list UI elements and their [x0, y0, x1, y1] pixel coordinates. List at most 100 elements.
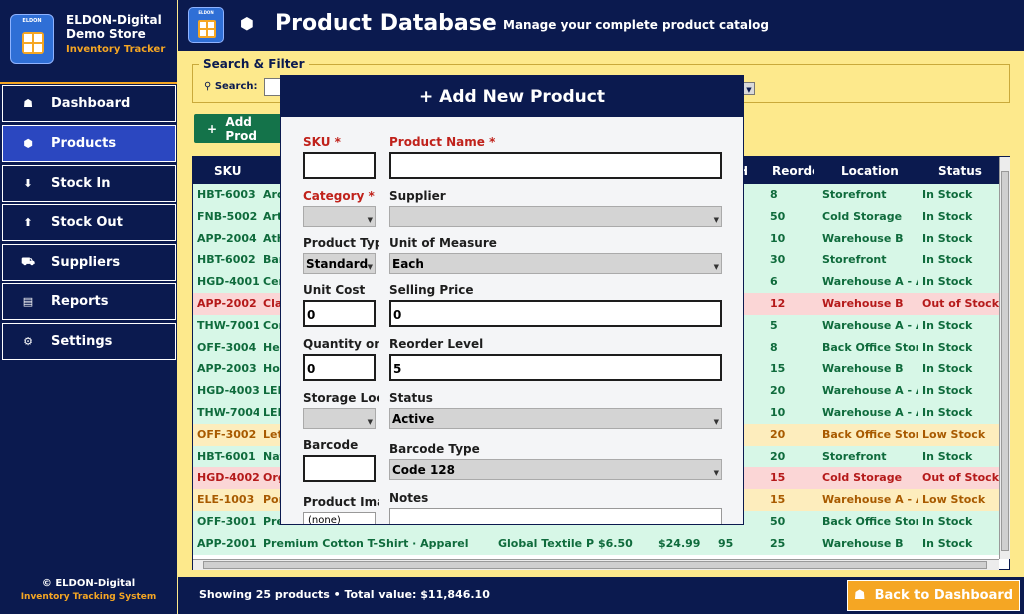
- sidebar-footer: © ELDON-Digital Inventory Tracking Syste…: [0, 578, 177, 602]
- supplier-select[interactable]: ▼: [389, 206, 722, 227]
- sku-input[interactable]: [303, 152, 376, 179]
- sku-label: SKU *: [303, 135, 341, 149]
- cell-name: Bar: [263, 253, 285, 267]
- cell-status: In Stock: [922, 536, 973, 550]
- cell-status: In Stock: [922, 275, 973, 289]
- cell-sku: APP-2001: [197, 536, 257, 550]
- cell-status: Low Stock: [922, 493, 986, 507]
- cell-reorder: 6: [770, 275, 778, 289]
- category-select[interactable]: ▼: [303, 206, 376, 227]
- add-product-button[interactable]: + Add Prod: [194, 114, 284, 143]
- sidebar-item-label: Stock Out: [51, 215, 123, 230]
- search-label: ⚲ Search:: [204, 81, 258, 92]
- product-name-input[interactable]: [389, 152, 722, 179]
- search-icon: ⚲: [204, 81, 212, 92]
- sidebar-item-suppliers[interactable]: ⛟ Suppliers: [2, 244, 176, 281]
- horizontal-scroll-thumb[interactable]: [203, 561, 987, 569]
- notes-textarea[interactable]: [389, 508, 722, 524]
- vertical-scrollbar[interactable]: [999, 157, 1010, 559]
- cell-location: Warehouse A - A: [822, 384, 918, 398]
- page-header: ELDON ⬢ Product Database Manage your com…: [178, 0, 1024, 51]
- cell-sku: HGD-4002: [197, 471, 259, 485]
- plus-icon: +: [207, 121, 226, 136]
- stock-out-icon: ⬆: [23, 216, 33, 229]
- status-value: Active: [392, 412, 435, 426]
- cell-reorder: 20: [770, 384, 786, 398]
- cell-h: 95: [718, 536, 734, 550]
- add-product-label: Add Prod: [225, 114, 257, 143]
- cell-sku: HBT-6003: [197, 188, 256, 201]
- product-image-field[interactable]: (none): [303, 512, 376, 524]
- home-icon: ☗: [23, 97, 33, 110]
- cell-reorder: 50: [770, 209, 786, 223]
- back-to-dashboard-button[interactable]: ☗ Back to Dashboard: [847, 580, 1020, 611]
- cell-name: Aro: [263, 188, 285, 201]
- barcode-type-label: Barcode Type: [389, 442, 480, 456]
- unit-cost-label: Unit Cost: [303, 283, 366, 297]
- cell-name: Let: [263, 427, 283, 441]
- column-reorder[interactable]: Reorde: [772, 164, 814, 178]
- column-sku[interactable]: SKU: [214, 164, 242, 178]
- cell-reorder: 12: [770, 297, 786, 310]
- cell-sku: APP-2002: [197, 297, 257, 310]
- column-location[interactable]: Location: [841, 164, 899, 178]
- unit-of-measure-select[interactable]: Each ▼: [389, 253, 722, 274]
- cell-sku: APP-2004: [197, 231, 257, 245]
- storage-location-select[interactable]: ▼: [303, 408, 376, 429]
- barcode-input[interactable]: [303, 455, 376, 482]
- unit-cost-input[interactable]: 0: [303, 300, 376, 327]
- box-icon: ⬢: [240, 14, 254, 33]
- column-status[interactable]: Status: [938, 164, 982, 178]
- cell-reorder: 5: [770, 318, 778, 332]
- unit-of-measure-value: Each: [392, 257, 424, 271]
- search-legend: Search & Filter: [199, 57, 309, 71]
- cell-status: In Stock: [922, 384, 973, 398]
- add-product-dialog: + Add New Product SKU * Product Name * C…: [280, 75, 744, 525]
- cell-status: In Stock: [922, 209, 973, 223]
- cell-location: Warehouse B: [822, 297, 904, 310]
- quantity-input[interactable]: 0: [303, 354, 376, 381]
- cell-reorder: 30: [770, 253, 786, 267]
- brand-block: ELDON ELDON-Digital Demo Store Inventory…: [0, 0, 177, 84]
- cell-reorder: 25: [770, 536, 786, 550]
- header-logo-tag: ELDON: [198, 10, 214, 15]
- sidebar-item-products[interactable]: ⬢ Products: [2, 125, 176, 162]
- sidebar-item-stock-in[interactable]: ⬇ Stock In: [2, 165, 176, 202]
- cell-reorder: 15: [770, 471, 786, 485]
- sidebar-item-stock-out[interactable]: ⬆ Stock Out: [2, 204, 176, 241]
- cell-location: Cold Storage: [822, 471, 903, 485]
- sidebar: ELDON ELDON-Digital Demo Store Inventory…: [0, 0, 177, 614]
- cell-name: Premium Cotton T-Shirt · Apparel: [263, 536, 469, 550]
- horizontal-scrollbar[interactable]: [193, 559, 999, 570]
- selling-price-input[interactable]: 0: [389, 300, 722, 327]
- status-select[interactable]: Active ▼: [389, 408, 722, 429]
- cell-status: In Stock: [922, 231, 973, 245]
- cell-reorder: 8: [770, 340, 778, 354]
- cell-sku: HGD-4001: [197, 275, 259, 289]
- vertical-scroll-thumb[interactable]: [1001, 171, 1009, 551]
- chevron-down-icon: ▼: [367, 216, 373, 224]
- cell-status: In Stock: [922, 515, 973, 528]
- sidebar-item-dashboard[interactable]: ☗ Dashboard: [2, 85, 176, 122]
- unit-of-measure-label: Unit of Measure: [389, 236, 497, 250]
- cell-location: Storefront: [822, 188, 887, 201]
- cell-reorder: 15: [770, 362, 786, 376]
- cell-location: Back Office Stor: [822, 515, 918, 528]
- filter-dropdown[interactable]: ▼: [743, 82, 755, 95]
- cell-sku: APP-2003: [197, 362, 257, 376]
- table-row[interactable]: APP-2001 Premium Cotton T-Shirt · Apparel…: [193, 532, 999, 555]
- cell-name: Ath: [263, 231, 285, 245]
- sidebar-item-settings[interactable]: ⚙ Settings: [2, 323, 176, 360]
- product-image-label: Product Imag: [303, 495, 379, 509]
- barcode-type-value: Code 128: [392, 463, 456, 477]
- cell-location: Warehouse A - A: [822, 406, 918, 419]
- reorder-level-input[interactable]: 5: [389, 354, 722, 381]
- chevron-down-icon: ▼: [367, 418, 373, 426]
- cell-status: In Stock: [922, 188, 973, 201]
- barcode-type-select[interactable]: Code 128 ▼: [389, 459, 722, 480]
- product-type-select[interactable]: Standard ▼: [303, 253, 376, 274]
- cell-name: Org: [263, 471, 286, 485]
- chevron-down-icon: ▼: [746, 86, 752, 94]
- sidebar-item-reports[interactable]: ▤ Reports: [2, 283, 176, 320]
- cell-supplier: Global Textile Pa: [498, 536, 594, 550]
